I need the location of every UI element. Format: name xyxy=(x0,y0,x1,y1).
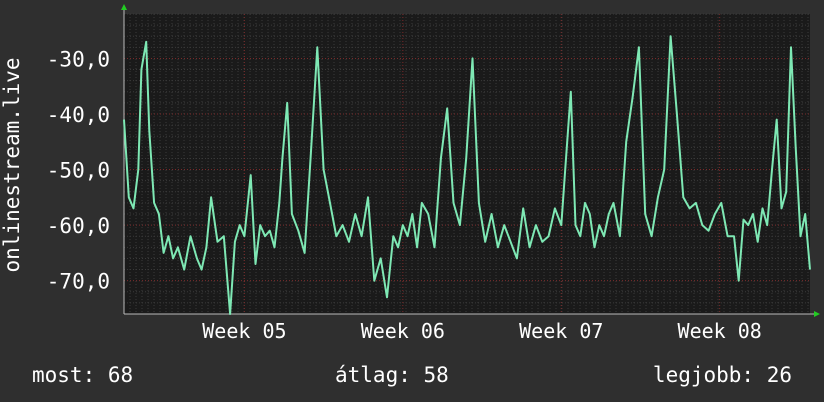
y-tick-labels: -30,0 -40,0 -50,0 -60,0 -70,0 xyxy=(47,47,110,293)
y-tick-label: -70,0 xyxy=(47,270,110,294)
x-tick-labels: Week 05 Week 06 Week 07 Week 08 xyxy=(202,319,762,343)
axes xyxy=(121,4,820,317)
current-value: most: 68 xyxy=(32,363,134,387)
y-axis-label: onlinestream.live xyxy=(0,58,24,273)
x-tick-label: Week 06 xyxy=(361,319,445,343)
x-tick-label: Week 07 xyxy=(519,319,603,343)
series-line xyxy=(123,35,811,315)
best-value: legjobb: 26 xyxy=(652,363,792,387)
grid-major xyxy=(124,14,810,314)
y-tick-label: -40,0 xyxy=(47,103,110,127)
y-tick-label: -30,0 xyxy=(47,47,110,71)
y-tick-label: -50,0 xyxy=(47,159,110,183)
y-axis-arrow xyxy=(121,4,127,10)
y-tick-label: -60,0 xyxy=(47,214,110,238)
x-axis-arrow xyxy=(814,311,820,317)
x-tick-label: Week 08 xyxy=(678,319,762,343)
grid-minor xyxy=(123,13,810,315)
series-layer xyxy=(123,35,811,315)
average-value: átlag: 58 xyxy=(335,363,449,387)
x-tick-label: Week 05 xyxy=(202,319,286,343)
